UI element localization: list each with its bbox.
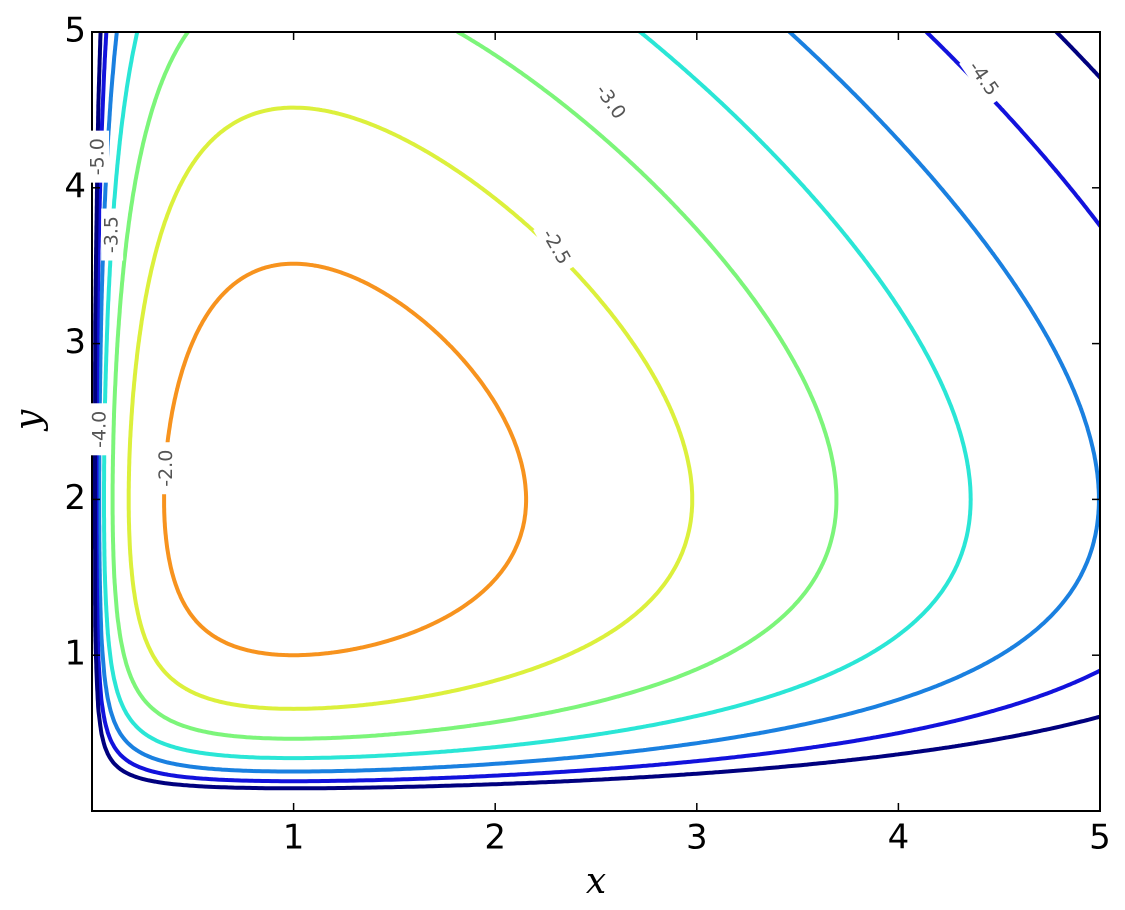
- x-tick-label: 5: [1089, 818, 1111, 858]
- contour-line: [93, 32, 1100, 791]
- y-tick-label: 2: [64, 478, 86, 518]
- contour-line: [110, 32, 839, 741]
- y-axis-label: y: [8, 409, 49, 432]
- contour-label-gap: [87, 130, 110, 183]
- y-tick-label: 3: [64, 322, 86, 362]
- x-tick-label: 4: [888, 818, 910, 858]
- y-tick-label: 4: [64, 166, 86, 206]
- plot-frame: [91, 31, 1101, 812]
- contour-area: [93, 32, 1100, 791]
- contour-label: -3.5: [101, 216, 123, 253]
- contour-label-gap: [959, 51, 1007, 107]
- contour-label: -5.0: [87, 138, 109, 175]
- x-axis-label: x: [586, 861, 606, 902]
- x-tick-label: 3: [686, 818, 708, 858]
- y-tick-label: 5: [64, 11, 86, 51]
- contour-label-gap: [155, 442, 178, 495]
- contour-label-gap: [586, 74, 635, 130]
- contour-label: -2.0: [155, 450, 177, 487]
- contour-label: -4.0: [89, 411, 111, 448]
- contour-line: [126, 105, 695, 711]
- y-tick-label: 1: [64, 634, 86, 674]
- x-tick-label: 2: [484, 818, 506, 858]
- contour-line: [162, 261, 529, 658]
- contour-label-gap: [89, 403, 112, 456]
- contour-label-gap: [533, 218, 579, 276]
- contour-label-gap: [101, 208, 124, 261]
- contour-line: [102, 32, 973, 761]
- x-tick-label: 1: [283, 818, 305, 858]
